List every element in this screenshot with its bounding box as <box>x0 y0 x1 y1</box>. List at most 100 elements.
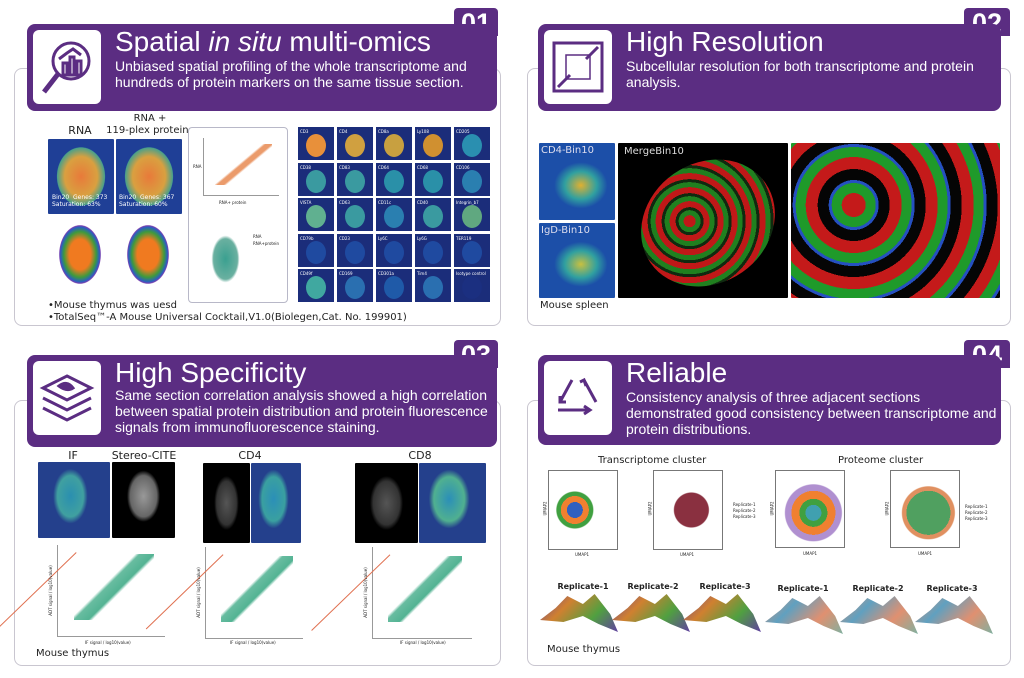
umap-x-label: UMAP1 <box>680 552 695 557</box>
marker-label: Integrin_b7 <box>456 200 479 205</box>
umap-legend-rna-protein: RNA+protein <box>253 241 280 246</box>
panel-02-header: High Resolution Subcellular resolution f… <box>538 24 1001 111</box>
cd8-correlation-scatter <box>311 547 472 639</box>
replicate-legend-1: Replicate-1 <box>733 502 756 507</box>
scatter-y-label: RNA <box>193 164 202 169</box>
umap-x-label: UMAP1 <box>803 551 818 556</box>
umap-plot <box>203 224 253 294</box>
marker-tile: CD64 <box>376 162 412 196</box>
zoom-frame-icon <box>544 30 612 104</box>
marker-tissue-image <box>423 205 443 228</box>
tissue-label: Mouse thymus <box>547 644 621 655</box>
marker-label: CD63 <box>339 200 350 205</box>
umap-x-label: UMAP1 <box>575 552 590 557</box>
magnifier-bar-chart-icon <box>33 30 101 104</box>
marker-label: Ly108 <box>417 129 429 134</box>
marker-tile: CD40 <box>415 198 451 231</box>
marker-label: CD301a <box>378 271 394 276</box>
marker-label: CD8a <box>378 129 389 134</box>
rna-scatter <box>203 138 279 196</box>
marker-tissue-image <box>462 205 482 228</box>
marker-tissue-image <box>306 276 326 299</box>
rna-cluster-map <box>50 218 110 294</box>
marker-tissue-image <box>345 169 365 193</box>
title-text: multi-omics <box>281 26 431 57</box>
proteome-cluster-label: Proteome cluster <box>838 455 924 466</box>
transcriptome-umap-replicates <box>653 470 723 550</box>
merge-bin10-label: MergeBin10 <box>624 146 684 157</box>
marker-tissue-image <box>306 134 326 157</box>
marker-tile: CD23 <box>337 233 373 267</box>
marker-label: CD11c <box>378 200 392 205</box>
marker-tile: VISTA <box>298 198 334 231</box>
replicate-legend-2: Replicate-2 <box>965 510 988 515</box>
panel-description: Subcellular resolution for both transcri… <box>626 58 974 90</box>
panel-description: Same section correlation analysis showed… <box>115 387 488 435</box>
transcriptome-cluster-label: Transcriptome cluster <box>598 455 707 466</box>
x-axis-label: IF signal / log10(value) <box>85 640 131 645</box>
rna-protein-label: RNA + 119-plex proteins <box>106 113 194 136</box>
marker-tissue-image <box>462 169 482 193</box>
y-axis-label: ADT signal / log10(value) <box>195 567 201 618</box>
scatter-umap-card: RNA+ protein RNA RNA RNA+protein <box>188 127 288 303</box>
merge-bin10-image <box>616 133 800 313</box>
if-image <box>38 462 110 538</box>
marker-label: CD205 <box>456 129 470 134</box>
panel-title: High Specificity <box>115 357 307 388</box>
igd-bin10-label: IgD-Bin10 <box>541 225 590 236</box>
replicate-label: Replicate-1 <box>557 582 609 591</box>
marker-tile: CD4 <box>337 127 373 160</box>
stereo-cite-label: Stereo-CITE <box>111 449 177 462</box>
marker-tissue-image <box>345 134 365 157</box>
marker-tile: Isotype control <box>454 269 490 302</box>
x-axis-label: IF signal / log10(value) <box>400 640 446 645</box>
replicate-label: Replicate-2 <box>627 582 679 591</box>
marker-label: CD106 <box>456 164 470 170</box>
marker-tissue-image <box>345 276 365 299</box>
replicate-legend-1: Replicate-1 <box>965 504 988 509</box>
marker-tissue-image <box>462 134 482 157</box>
title-italic: in situ <box>208 26 282 57</box>
x-axis-label: IF signal / log10(value) <box>230 640 276 645</box>
note-tissue: •Mouse thymus was uesd <box>48 300 177 311</box>
marker-tile: CD11c <box>376 198 412 231</box>
panel-01-header: Spatial in situ multi-omics Unbiased spa… <box>27 24 497 111</box>
umap-y-label: UMAP2 <box>647 501 653 516</box>
cd4-stereo-image <box>251 463 301 543</box>
stereo-cite-image <box>112 462 175 538</box>
rna-protein-heatmap <box>116 139 182 214</box>
replicate-label: Replicate-2 <box>852 584 904 593</box>
note-reagent: •TotalSeq™-A Mouse Universal Cocktail,V1… <box>48 312 407 323</box>
marker-tissue-image <box>306 240 326 264</box>
marker-label: CD38 <box>300 164 311 170</box>
marker-tissue-image <box>384 240 404 264</box>
umap-x-label: UMAP1 <box>918 551 933 556</box>
marker-label: CD3 <box>300 129 309 134</box>
marker-label: CD68 <box>417 164 428 170</box>
marker-tissue-image <box>384 205 404 228</box>
marker-tissue-image <box>423 134 443 157</box>
zoomed-merge-image <box>791 143 1000 298</box>
replicate-label: Replicate-1 <box>777 584 829 593</box>
marker-tissue-image <box>462 276 482 299</box>
umap-legend-rna: RNA <box>253 234 262 239</box>
marker-tile: CD49f <box>298 269 334 302</box>
replicate-label: Replicate-3 <box>699 582 751 591</box>
cd4-if-image <box>203 463 250 543</box>
marker-tile: Tim4 <box>415 269 451 302</box>
replicate-label: Replicate-3 <box>926 584 978 593</box>
panel-description: Consistency analysis of three adjacent s… <box>626 389 997 437</box>
cd4-bin10-label: CD4-Bin10 <box>541 145 594 156</box>
marker-label: VISTA <box>300 200 312 205</box>
umap-y-label: UMAP2 <box>884 501 890 516</box>
marker-tile: CD8a <box>376 127 412 160</box>
marker-label: CD40 <box>417 200 428 205</box>
marker-tissue-image <box>423 169 443 193</box>
marker-tile: CD205 <box>454 127 490 160</box>
igd-bin10-image <box>539 223 615 298</box>
marker-grid: CD3 CD4 CD8a Ly108 CD205 CD38 CD83 CD64 CD68 CD10… <box>298 127 491 303</box>
marker-label: Ly6C <box>378 235 388 241</box>
marker-label: Ly6G <box>417 235 427 241</box>
marker-tile: CD3 <box>298 127 334 160</box>
tissue-label: Mouse spleen <box>540 300 609 311</box>
